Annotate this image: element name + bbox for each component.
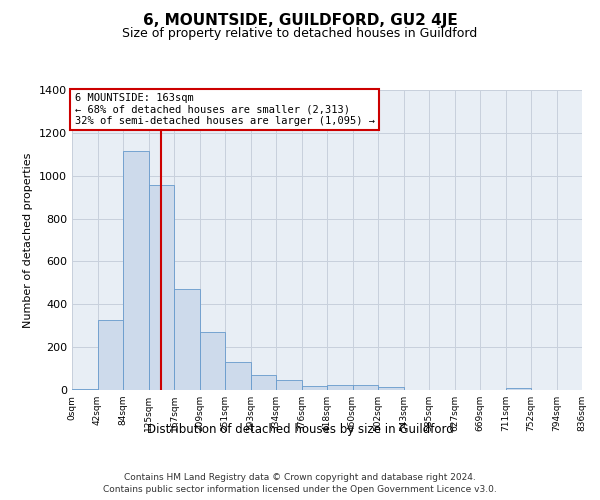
- Bar: [225, 362, 251, 390]
- Bar: [353, 384, 378, 390]
- Bar: [327, 384, 353, 390]
- Text: Contains public sector information licensed under the Open Government Licence v3: Contains public sector information licen…: [103, 485, 497, 494]
- Text: Distribution of detached houses by size in Guildford: Distribution of detached houses by size …: [146, 422, 454, 436]
- Bar: [378, 387, 404, 390]
- Y-axis label: Number of detached properties: Number of detached properties: [23, 152, 34, 328]
- Bar: [72, 389, 97, 390]
- Bar: [302, 386, 327, 390]
- Bar: [123, 151, 149, 390]
- Bar: [276, 380, 302, 390]
- Text: 6 MOUNTSIDE: 163sqm
← 68% of detached houses are smaller (2,313)
32% of semi-det: 6 MOUNTSIDE: 163sqm ← 68% of detached ho…: [74, 93, 374, 126]
- Bar: [199, 332, 225, 390]
- Text: Size of property relative to detached houses in Guildford: Size of property relative to detached ho…: [122, 28, 478, 40]
- Text: Contains HM Land Registry data © Crown copyright and database right 2024.: Contains HM Land Registry data © Crown c…: [124, 472, 476, 482]
- Bar: [174, 290, 199, 390]
- Bar: [505, 388, 531, 390]
- Bar: [97, 320, 123, 390]
- Bar: [251, 375, 276, 390]
- Bar: [149, 186, 174, 390]
- Text: 6, MOUNTSIDE, GUILDFORD, GU2 4JE: 6, MOUNTSIDE, GUILDFORD, GU2 4JE: [143, 12, 457, 28]
